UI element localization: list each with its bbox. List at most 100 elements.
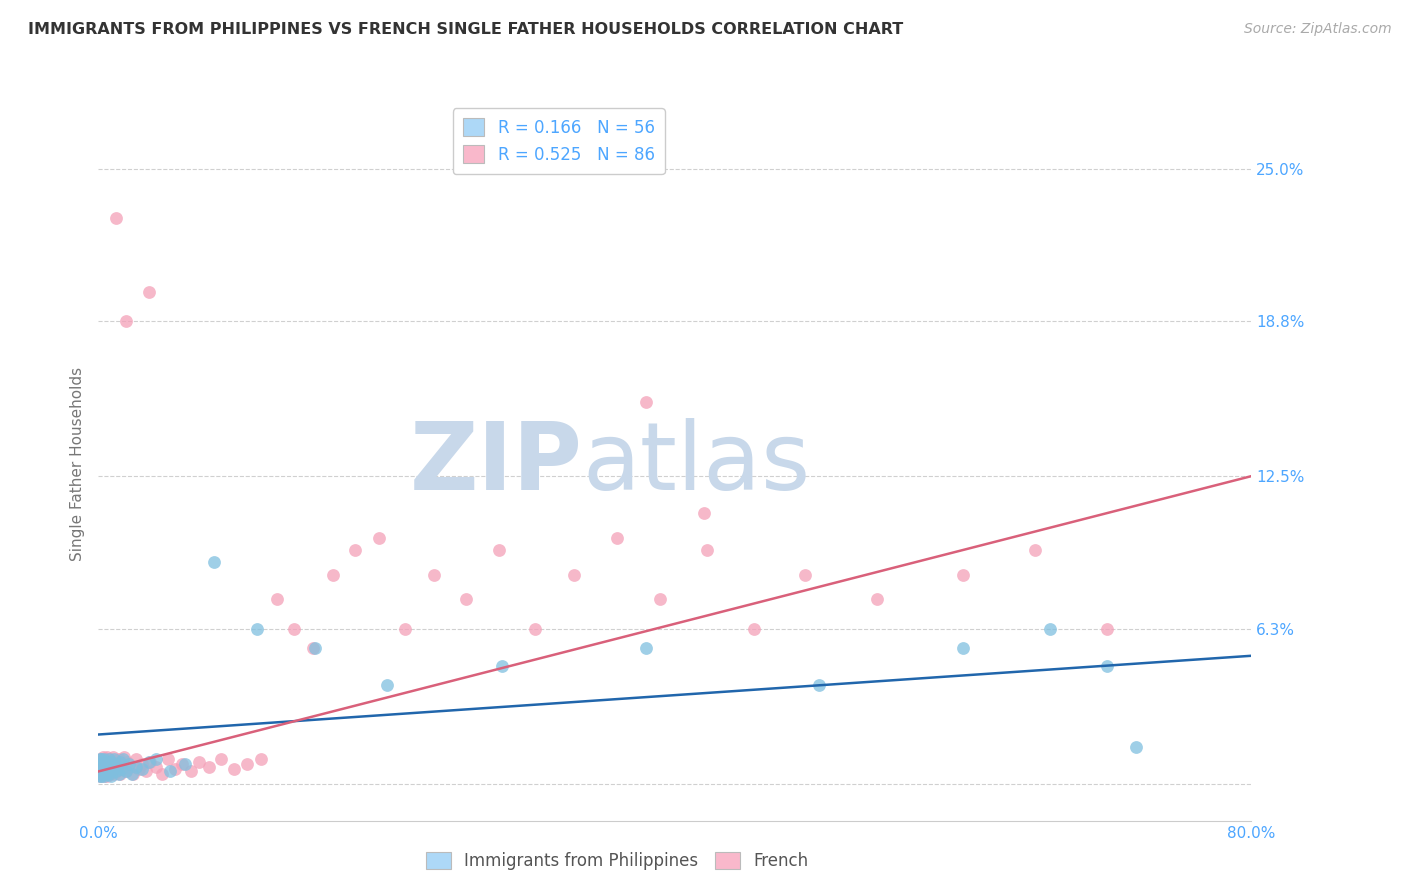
Point [94,757,117,772]
Point [89,769,111,783]
Point [97,767,120,781]
Point [188,755,211,769]
Point [250,752,273,766]
Point [222,762,245,776]
Point [343,543,366,558]
Point [100,755,122,769]
Point [93,752,115,766]
Point [246,622,269,636]
Point [111,762,134,776]
Legend: Immigrants from Philippines, French: Immigrants from Philippines, French [419,845,815,877]
Point [114,314,136,328]
Point [156,752,179,766]
Point [101,762,124,776]
Point [90,752,112,766]
Point [89,764,111,779]
Point [952,567,974,582]
Point [322,567,344,582]
Point [793,567,815,582]
Point [131,762,153,776]
Point [94,757,117,772]
Point [91,764,114,779]
Point [100,762,122,776]
Point [650,592,672,607]
Point [606,531,628,545]
Point [90,769,112,783]
Text: ZIP: ZIP [409,417,582,510]
Point [104,759,127,773]
Point [198,759,221,773]
Point [105,764,128,779]
Point [1097,658,1119,673]
Point [742,622,765,636]
Point [90,762,112,776]
Point [90,752,112,766]
Point [128,762,150,776]
Point [91,757,114,772]
Point [423,567,446,582]
Point [145,752,167,766]
Point [139,755,162,769]
Point [90,762,112,776]
Point [98,764,121,779]
Point [96,762,118,776]
Point [1024,543,1046,558]
Point [98,752,121,766]
Point [104,764,127,779]
Point [103,755,125,769]
Point [454,592,477,607]
Point [1125,739,1147,754]
Point [108,767,131,781]
Point [375,678,398,692]
Point [100,757,122,772]
Point [202,555,225,569]
Point [97,752,120,766]
Point [562,567,585,582]
Point [693,506,716,520]
Point [96,762,118,776]
Point [1038,622,1062,636]
Point [180,764,202,779]
Point [524,622,547,636]
Point [636,395,658,409]
Point [90,767,112,781]
Point [90,757,112,772]
Point [93,755,115,769]
Point [110,757,132,772]
Point [394,622,416,636]
Point [174,757,197,772]
Point [302,641,325,656]
Point [98,767,121,781]
Point [110,762,132,776]
Point [96,755,118,769]
Point [138,285,160,299]
Point [131,757,153,772]
Point [94,764,117,779]
Point [114,764,136,779]
Point [145,759,167,773]
Point [283,622,305,636]
Point [94,752,117,766]
Point [107,752,129,766]
Point [491,658,513,673]
Point [93,769,115,783]
Point [118,757,141,772]
Point [91,762,114,776]
Point [96,769,118,783]
Point [108,755,131,769]
Point [121,767,143,781]
Point [93,759,115,773]
Point [125,759,148,773]
Point [209,752,232,766]
Point [97,759,120,773]
Point [368,531,391,545]
Point [111,752,134,766]
Point [97,764,120,779]
Point [101,749,124,764]
Point [98,759,121,773]
Point [96,749,118,764]
Point [112,749,135,764]
Point [89,752,111,766]
Point [120,759,142,773]
Point [266,592,288,607]
